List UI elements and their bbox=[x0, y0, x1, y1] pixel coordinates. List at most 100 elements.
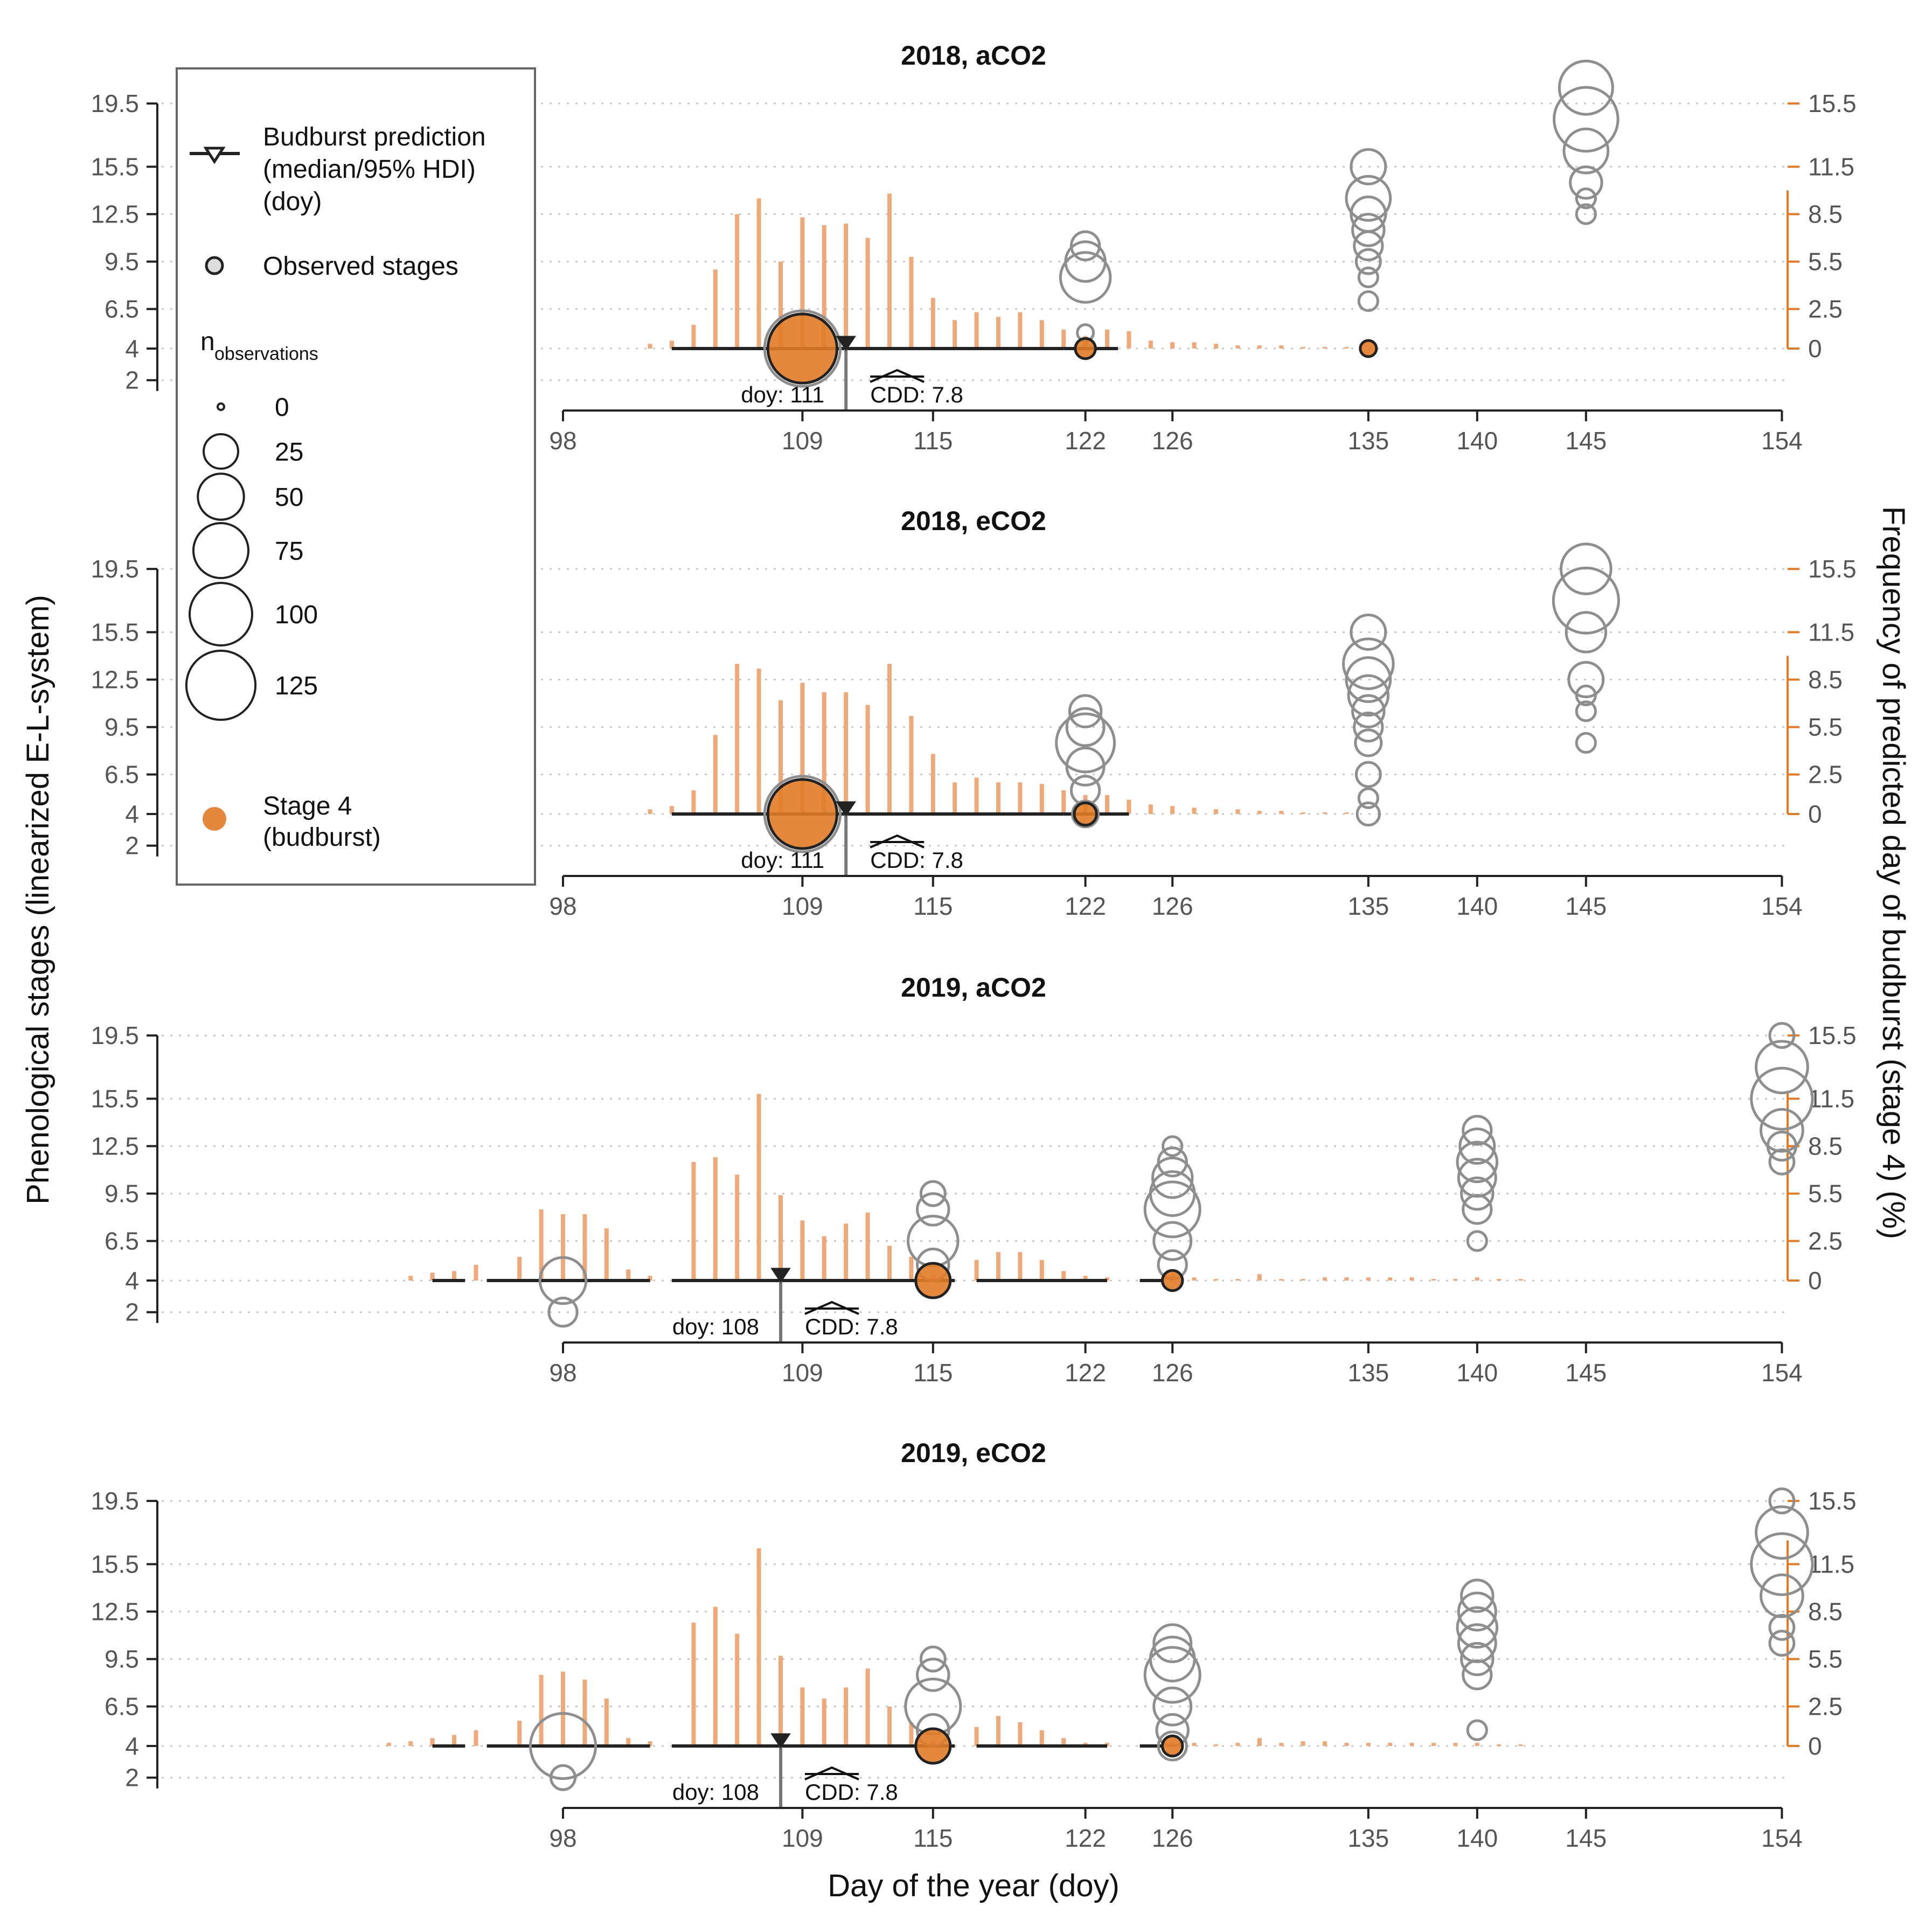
stage4-circle bbox=[914, 1262, 952, 1299]
legend-stage4-label: Stage 4 bbox=[263, 792, 352, 820]
observed-stage-circle bbox=[1768, 1613, 1796, 1641]
frequency-bar bbox=[539, 1209, 544, 1281]
y-left-tick-label: 2 bbox=[125, 1298, 139, 1326]
y-right-tick-label: 11.5 bbox=[1808, 1550, 1854, 1578]
y-left-tick-label: 19.5 bbox=[91, 1021, 139, 1049]
observed-stage-circle bbox=[1345, 175, 1392, 222]
frequency-bar bbox=[1235, 809, 1240, 814]
frequency-bar bbox=[756, 668, 761, 814]
y-axis-left-label: Phenological stages (linearized E-L-syst… bbox=[20, 595, 55, 1205]
legend-size-label: 100 bbox=[275, 601, 318, 629]
observed-stage-circle bbox=[916, 1658, 950, 1692]
x-tick-label: 154 bbox=[1761, 1359, 1803, 1387]
observed-stage-circle bbox=[1354, 761, 1382, 788]
y-left-tick-label: 4 bbox=[125, 1267, 139, 1295]
frequency-bar bbox=[386, 1743, 391, 1746]
frequency-bar bbox=[800, 1687, 805, 1746]
frequency-bar bbox=[1192, 342, 1197, 349]
frequency-bar bbox=[1235, 1279, 1240, 1281]
observed-stage-circle bbox=[1071, 799, 1100, 829]
x-tick-label: 140 bbox=[1456, 427, 1498, 455]
frequency-bar bbox=[1235, 1743, 1240, 1746]
observed-stage-circle bbox=[1768, 1148, 1796, 1175]
observed-stage-circle bbox=[1466, 1719, 1488, 1741]
legend-size-circle bbox=[197, 472, 245, 521]
frequency-bar bbox=[756, 198, 761, 349]
stage4-circle bbox=[1160, 1269, 1184, 1292]
frequency-bar bbox=[582, 1214, 587, 1281]
x-tick-label: 109 bbox=[782, 892, 823, 920]
observed-stage-circle bbox=[1151, 1156, 1194, 1199]
frequency-bar bbox=[735, 1633, 740, 1746]
y-left-tick-label: 6.5 bbox=[105, 1227, 139, 1255]
frequency-bar bbox=[430, 1738, 435, 1746]
frequency-bar bbox=[1039, 1260, 1044, 1281]
frequency-bar bbox=[713, 1606, 718, 1746]
frequency-bar bbox=[909, 256, 914, 349]
panel-title: 2019, eCO2 bbox=[901, 1438, 1046, 1468]
observed-stage-circle bbox=[1457, 1158, 1497, 1198]
y-right-tick-label: 8.5 bbox=[1808, 1598, 1843, 1626]
frequency-bar bbox=[561, 1214, 565, 1281]
observed-stage-circle bbox=[1768, 1022, 1796, 1049]
frequency-bar bbox=[408, 1741, 413, 1746]
y-right-tick-label: 15.5 bbox=[1808, 555, 1857, 583]
y-right-tick-label: 2.5 bbox=[1808, 1227, 1843, 1255]
frequency-bar bbox=[1279, 345, 1284, 349]
frequency-bar bbox=[1301, 812, 1305, 814]
frequency-bar bbox=[822, 225, 826, 349]
frequency-bar bbox=[735, 1174, 740, 1281]
y-left-tick-label: 15.5 bbox=[91, 618, 139, 646]
y-right-tick-label: 0 bbox=[1808, 800, 1822, 828]
observed-stage-circle bbox=[1152, 1686, 1193, 1727]
y-right-tick-label: 15.5 bbox=[1808, 1487, 1857, 1515]
frequency-bar bbox=[1518, 1279, 1523, 1281]
frequency-bar bbox=[1279, 1743, 1284, 1746]
x-tick-label: 135 bbox=[1347, 1359, 1389, 1387]
observed-stage-circle bbox=[1354, 248, 1382, 275]
y-left-tick-label: 12.5 bbox=[91, 200, 139, 228]
frequency-bar bbox=[1475, 1743, 1479, 1746]
doy-label: doy: 108 bbox=[672, 1779, 759, 1805]
y-left-tick-label: 6.5 bbox=[105, 1693, 139, 1721]
frequency-bar bbox=[909, 716, 914, 814]
frequency-bar bbox=[779, 700, 783, 814]
legend-prediction-label: (doy) bbox=[263, 187, 322, 216]
observed-stage-circle bbox=[1059, 251, 1112, 304]
frequency-bar bbox=[1083, 1276, 1088, 1281]
frequency-bar bbox=[779, 1195, 783, 1281]
frequency-bar bbox=[1170, 806, 1175, 814]
observed-stage-circle bbox=[1754, 1505, 1809, 1560]
y-left-tick-label: 9.5 bbox=[105, 713, 139, 741]
frequency-bar bbox=[865, 1212, 870, 1281]
doy-label: doy: 111 bbox=[741, 382, 824, 407]
frequency-bar bbox=[779, 261, 783, 349]
observed-stage-circle bbox=[1350, 148, 1387, 185]
observed-stage-circle bbox=[1575, 700, 1597, 722]
x-tick-label: 126 bbox=[1152, 892, 1193, 920]
observed-stage-circle bbox=[1575, 732, 1597, 754]
frequency-bar bbox=[1214, 1279, 1218, 1281]
y-left-tick-label: 9.5 bbox=[105, 248, 139, 276]
frequency-bar bbox=[800, 217, 805, 349]
x-tick-label: 154 bbox=[1761, 892, 1803, 920]
legend-size-label: 25 bbox=[275, 438, 303, 467]
stage4-circle bbox=[1074, 337, 1097, 360]
frequency-bar bbox=[539, 1674, 544, 1746]
observed-stage-circle bbox=[1760, 1108, 1804, 1153]
x-tick-label: 115 bbox=[913, 892, 953, 920]
y-right-tick-label: 2.5 bbox=[1808, 295, 1843, 323]
observed-stage-circle bbox=[1565, 611, 1608, 653]
y-right-tick-label: 11.5 bbox=[1808, 618, 1854, 646]
frequency-bar bbox=[1323, 347, 1327, 349]
observed-stage-circle bbox=[1055, 712, 1116, 774]
legend: Budburst prediction (median/95% HDI) (doy)… bbox=[176, 67, 536, 886]
observed-stage-circle bbox=[1342, 637, 1395, 690]
frequency-bar bbox=[1475, 1277, 1479, 1281]
observed-stage-circle bbox=[1457, 1591, 1497, 1632]
frequency-bar bbox=[1431, 1743, 1436, 1746]
legend-stage4-icon bbox=[203, 807, 226, 831]
x-axis-label: Day of the year (doy) bbox=[828, 1868, 1120, 1903]
x-tick-label: 98 bbox=[549, 427, 576, 455]
legend-size-label: 125 bbox=[275, 672, 318, 700]
